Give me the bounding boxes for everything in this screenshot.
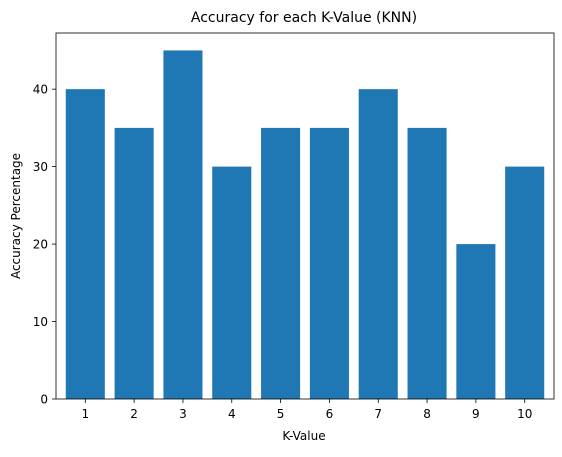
y-axis-label: Accuracy Percentage [9,153,23,279]
bar-k-9 [456,244,496,399]
x-tick-label: 9 [472,407,480,421]
y-tick-label: 20 [33,238,48,252]
x-tick-label: 7 [374,407,382,421]
plot-area-frame [55,32,555,400]
y-ticks-layer: 0 10 20 30 40 [33,83,56,407]
y-tick-label: 10 [33,315,48,329]
bar-k-1 [65,89,105,400]
bars-layer [65,50,545,400]
bar-k-2 [114,127,154,399]
y-tick-label: 30 [33,160,48,174]
x-tick-label: 2 [130,407,138,421]
x-tick-label: 5 [277,407,285,421]
x-ticks-layer: 1 2 3 4 5 6 7 8 9 10 [81,399,532,421]
bar-k-4 [212,166,252,399]
y-tick-label: 40 [33,83,48,97]
x-tick-label: 10 [517,407,532,421]
bar-k-7 [358,89,398,400]
x-axis-label: K-Value [282,429,325,443]
x-tick-label: 8 [423,407,431,421]
x-tick-label: 1 [81,407,89,421]
bar-k-10 [505,166,545,399]
x-tick-label: 6 [326,407,334,421]
x-tick-label: 3 [179,407,187,421]
y-tick-label: 0 [40,393,48,407]
bar-k-8 [407,127,447,399]
x-tick-label: 4 [228,407,236,421]
bar-k-3 [163,50,203,400]
bar-k-5 [261,127,301,399]
bar-k-6 [309,127,349,399]
chart-title: Accuracy for each K-Value (KNN) [191,10,417,26]
